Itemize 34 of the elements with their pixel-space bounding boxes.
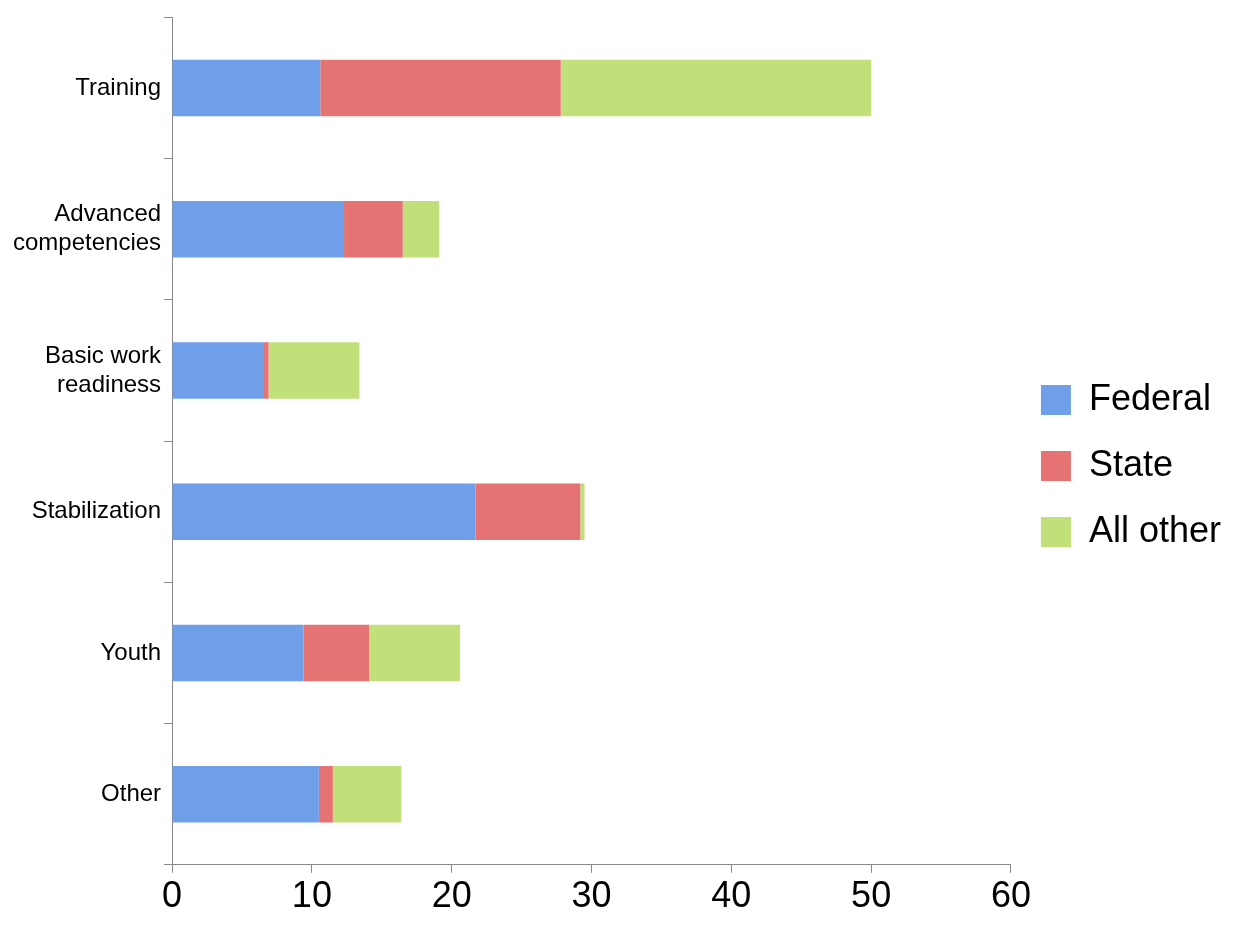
bar (268, 342, 360, 399)
bar (303, 624, 370, 682)
x-tick-label: 60 (990, 874, 1031, 916)
x-tick-label: 0 (162, 874, 183, 916)
bar (402, 201, 440, 258)
bar (320, 59, 561, 117)
bar (172, 624, 304, 682)
bar (172, 201, 345, 258)
bar (344, 201, 403, 258)
bar (318, 765, 333, 823)
y-tick-label: Training (75, 72, 162, 100)
x-tick-label: 50 (851, 874, 892, 916)
bar (172, 765, 319, 823)
y-tick-label: Basic work readiness (45, 340, 163, 397)
y-tick-label: Advanced competencies (13, 199, 162, 256)
bar (332, 765, 402, 823)
bar (560, 59, 872, 117)
bar (262, 342, 269, 399)
x-tick-label: 40 (711, 874, 752, 916)
bar (172, 342, 263, 399)
legend-label: Federal (1088, 376, 1211, 418)
x-tick-label: 10 (291, 874, 332, 916)
x-tick-label: 30 (571, 874, 612, 916)
legend-label: All other (1088, 508, 1222, 550)
bar (580, 483, 585, 540)
bar (369, 624, 461, 682)
bar (172, 483, 476, 540)
bar (475, 483, 581, 540)
y-tick-label: Youth (100, 637, 162, 665)
x-tick-label: 20 (431, 874, 472, 916)
y-tick-label: Other (101, 778, 162, 806)
bar (172, 59, 321, 117)
legend-label: State (1088, 442, 1173, 484)
y-tick-label: Stabilization (31, 496, 162, 524)
